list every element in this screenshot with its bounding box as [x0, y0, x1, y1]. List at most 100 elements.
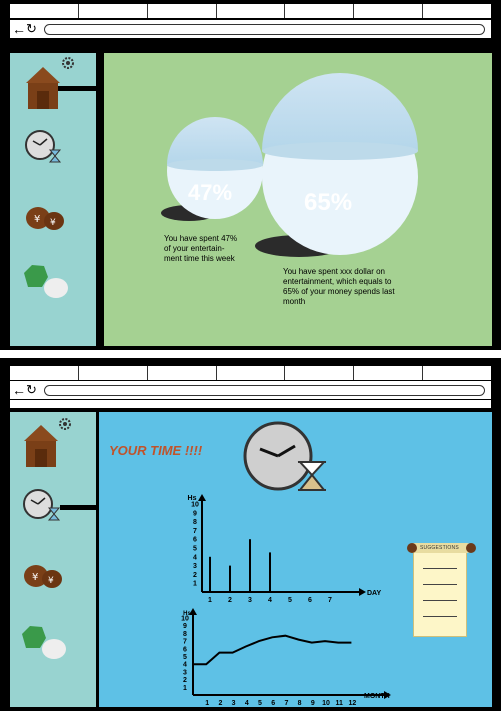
browser-tab[interactable]: [215, 4, 285, 18]
svg-text:¥: ¥: [32, 572, 38, 583]
y-tick-label: 7: [183, 639, 187, 646]
y-tick-label: 9: [193, 510, 197, 517]
y-tick-label: 6: [193, 537, 197, 544]
social-icon[interactable]: [22, 626, 66, 659]
note-line: [423, 600, 457, 601]
clock-icon[interactable]: [25, 130, 55, 160]
x-tick-label: 5: [288, 597, 292, 604]
main-panel: YOUR TIME !!!! Hs DAY 10 9 8 7 6 5 4 3 2 1 1 2 3 4 5 6 7 H…: [99, 412, 492, 707]
y-tick-label: 10: [191, 502, 199, 509]
clock-illustration: [243, 421, 327, 491]
x-tick-label: 2: [228, 597, 232, 604]
browser-tab[interactable]: [146, 4, 216, 18]
y-tick-label: 8: [193, 519, 197, 526]
note-label: SUGGESTIONS: [420, 545, 459, 551]
y-tick-label: 2: [183, 677, 187, 684]
x-tick-label: 8: [298, 700, 302, 707]
bubble-caption-week: You have spent 47% of your entertain- me…: [164, 234, 237, 264]
x-tick-label: 4: [268, 597, 272, 604]
hourglass-icon: [297, 461, 327, 491]
x-tick-label: 6: [308, 597, 312, 604]
browser-tab[interactable]: [146, 366, 216, 380]
refresh-icon[interactable]: ↻: [26, 21, 37, 36]
note-line: [423, 568, 457, 569]
page-title: YOUR TIME !!!!: [109, 443, 203, 458]
money-bags-icon[interactable]: ¥ ¥: [26, 207, 64, 230]
y-tick-label: 2: [193, 572, 197, 579]
x-tick-label: 4: [245, 700, 249, 707]
y-axis-arrow: [189, 608, 197, 615]
x-tick-label: 3: [248, 597, 252, 604]
address-bar[interactable]: [44, 385, 485, 396]
sidebar: ¥ ¥: [10, 53, 96, 346]
y-tick-label: 5: [193, 546, 197, 553]
y-tick-label: 5: [183, 654, 187, 661]
money-bags-icon[interactable]: ¥ ¥: [24, 565, 62, 588]
sidebar-icons: ¥ ¥: [24, 57, 96, 298]
y-tick-label: 10: [181, 616, 189, 623]
x-tick-label: 9: [311, 700, 315, 707]
browser-tab[interactable]: [215, 366, 285, 380]
pin-icon: [466, 543, 476, 553]
y-axis-label: Hs: [183, 611, 191, 617]
back-arrow-icon[interactable]: ←: [12, 382, 26, 398]
note-header: [408, 543, 472, 553]
clock-icon[interactable]: [23, 489, 96, 519]
bubble-value-week: 47%: [188, 180, 233, 205]
y-axis-arrow: [198, 494, 206, 501]
browser-tab[interactable]: [10, 4, 78, 18]
address-row: ← ↻: [10, 19, 491, 39]
browser-tab[interactable]: [284, 4, 353, 18]
x-axis-label: MONTH: [364, 693, 390, 700]
home-icon[interactable]: [26, 67, 96, 109]
x-tick-label: 7: [328, 597, 332, 604]
address-bar[interactable]: [44, 24, 485, 35]
browser-tab[interactable]: [77, 4, 147, 18]
caption-line: ment time this week: [164, 254, 235, 263]
series-line: [193, 634, 352, 666]
browser-tab[interactable]: [10, 366, 78, 380]
note-line: [423, 584, 457, 585]
x-tick-label: 5: [258, 700, 262, 707]
caption-line: You have spent xxx dollar on: [283, 267, 385, 276]
hourglass-icon[interactable]: [47, 507, 61, 521]
y-tick-label: 3: [193, 563, 197, 570]
y-tick-label: 4: [183, 662, 187, 669]
y-tick-label: 9: [183, 623, 187, 630]
y-tick-label: 1: [183, 685, 187, 692]
note-line: [423, 616, 457, 617]
suggestions-note[interactable]: SUGGESTIONS: [407, 543, 476, 637]
screen-time: ← ↻: [0, 358, 501, 711]
browser-tab[interactable]: [422, 4, 491, 18]
x-tick-label: 6: [271, 700, 275, 707]
x-tick-label: 1: [205, 700, 209, 707]
gear-icon[interactable]: [59, 418, 71, 430]
refresh-icon[interactable]: ↻: [26, 382, 37, 397]
caption-line: 65% of your money spends last: [283, 287, 395, 296]
caption-line: entertainment, which equals to: [283, 277, 392, 286]
browser-tab[interactable]: [353, 4, 422, 18]
gear-icon[interactable]: [62, 57, 74, 69]
social-icon[interactable]: [24, 265, 68, 298]
browser-tab[interactable]: [77, 366, 147, 380]
pin-icon: [407, 543, 417, 553]
browser-tab[interactable]: [422, 366, 491, 380]
y-tick-label: 8: [183, 631, 187, 638]
browser-tabs: [10, 366, 491, 380]
toolbar-strip: [10, 400, 491, 408]
y-axis-label: Hs: [188, 495, 197, 502]
back-arrow-icon[interactable]: ←: [12, 21, 26, 37]
home-icon[interactable]: [24, 425, 58, 467]
svg-text:¥: ¥: [50, 218, 56, 228]
x-axis-arrow: [359, 588, 366, 596]
caption-line: You have spent 47%: [164, 234, 238, 243]
browser-tab[interactable]: [353, 366, 422, 380]
browser-tab[interactable]: [284, 366, 353, 380]
clock-icon: [243, 421, 313, 491]
hourglass-icon[interactable]: [48, 149, 62, 163]
x-tick-label: 7: [284, 700, 288, 707]
bubble-value-month: 65%: [304, 189, 353, 216]
y-tick-label: 4: [193, 554, 197, 561]
